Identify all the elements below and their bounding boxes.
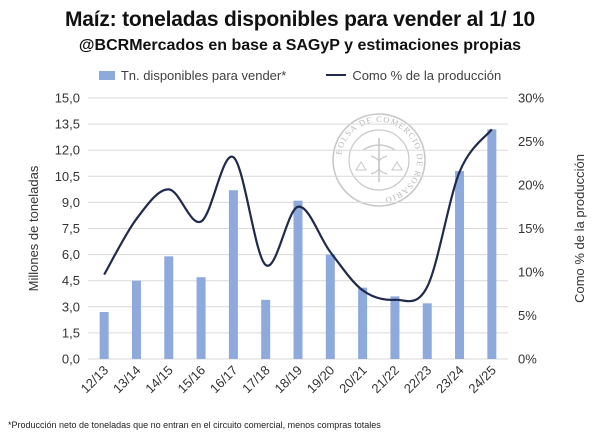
y-tick-label: 10,5 [55,169,80,184]
x-tick-label: 18/19 [272,363,306,397]
bar [228,190,238,359]
x-tick-label: 17/18 [239,363,273,397]
y-tick-label: 9,0 [62,195,80,210]
bar [293,200,303,359]
seal-outer-ring [332,113,426,207]
x-tick-label: 13/14 [110,363,144,397]
legend-bar-label: Tn. disponibles para vender* [120,67,287,83]
left-axis-ticks: 0,0 1,5 3,0 4,5 6,0 7,5 9,0 10,5 12,0 13,5 15,0 [55,91,80,367]
y2-tick-label: 20% [518,178,544,193]
seal-scale-pan [355,161,367,171]
y2-tick-label: 25% [518,134,544,149]
y-tick-label: 6,0 [62,247,80,262]
x-tick-label: 12/13 [78,363,112,397]
x-tick-label: 16/17 [207,363,241,397]
chart-title: Maíz: toneladas disponibles para vender … [64,8,536,31]
legend-line-swatch [326,74,347,76]
right-axis-ticks: 0% 5% 10% 15% 20% 25% 30% [518,91,544,367]
legend-bar-swatch [98,70,115,80]
bar [99,312,109,359]
seal-watermark-logo: BOLSA DE COMERCIO DE ROSARIO [332,113,426,207]
y2-tick-label: 15% [518,221,544,236]
series-line [103,128,493,303]
x-axis-ticks: 12/1313/1414/1515/1616/1717/1818/1919/20… [78,363,499,397]
right-axis-title: Como % de la producción [572,154,587,303]
bar [325,254,335,359]
y2-tick-label: 5% [518,308,537,323]
chart-legend: Tn. disponibles para vender* Como % de l… [0,66,600,84]
chart-subtitle: @BCRMercados en base a SAGyP y estimacio… [78,37,522,54]
bar [487,129,497,359]
y-tick-label: 0,0 [62,352,80,367]
y-tick-label: 3,0 [62,299,80,314]
x-tick-label: 21/22 [368,363,402,397]
y-tick-label: 13,5 [55,117,80,132]
x-tick-label: 15/16 [175,363,209,397]
y-tick-label: 4,5 [62,273,80,288]
left-axis-title: Millones de toneladas [26,165,41,291]
legend-item-bars: Tn. disponibles para vender* [98,67,287,83]
seal-inner-ring [348,129,410,191]
x-tick-label: 24/25 [465,363,499,397]
x-tick-label: 20/21 [336,363,370,397]
x-tick-label: 14/15 [142,363,176,397]
y2-tick-label: 0% [518,352,537,367]
x-tick-label: 22/23 [401,363,435,397]
bar [261,299,271,359]
y2-tick-label: 10% [518,265,544,280]
legend-line-label: Como % de la producción [352,67,502,83]
bar [196,277,206,359]
bar [164,256,174,359]
seal-scale-pan [391,161,403,171]
bar [455,171,465,359]
bar [358,287,368,359]
y-tick-label: 12,0 [55,143,80,158]
bar [131,280,141,359]
seal-wings [362,144,396,151]
y-tick-label: 7,5 [62,221,80,236]
bar-series [99,129,497,359]
bar [390,296,400,359]
line-series [103,128,493,303]
bar [422,303,432,359]
seal-serpent [370,155,388,175]
y-tick-label: 15,0 [55,91,80,106]
footnote: *Producción neto de toneladas que no ent… [8,420,381,430]
y2-tick-label: 30% [518,91,544,106]
x-tick-label: 23/24 [433,363,467,397]
x-tick-label: 19/20 [304,363,338,397]
legend-item-line: Como % de la producción [326,68,501,83]
y-tick-label: 1,5 [62,325,80,340]
